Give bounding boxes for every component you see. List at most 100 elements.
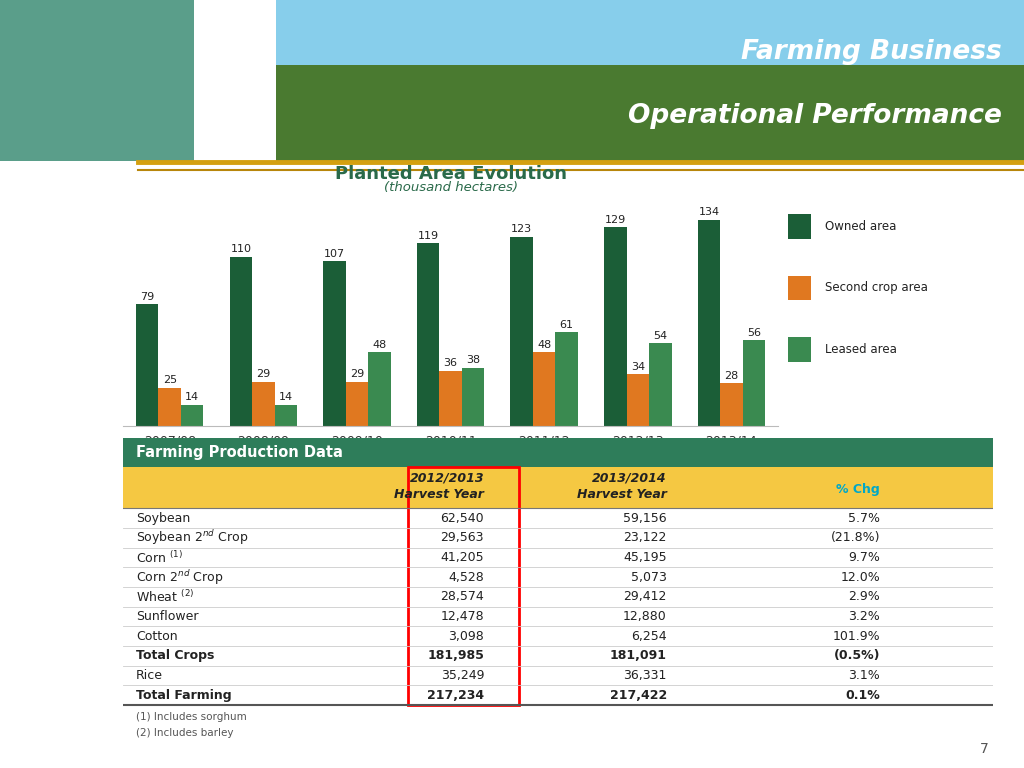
Text: 217,234: 217,234 [427,689,484,702]
Text: 59,156: 59,156 [624,511,667,525]
Text: 14: 14 [279,392,293,402]
Text: 7: 7 [979,742,988,756]
Text: 79: 79 [140,292,155,302]
Text: 29,563: 29,563 [440,531,484,545]
Text: 45,195: 45,195 [624,551,667,564]
Bar [532,353,555,426]
Bar [788,214,811,239]
Text: (2) Includes barley: (2) Includes barley [136,727,233,738]
Bar [274,405,297,426]
Text: 5.7%: 5.7% [848,511,880,525]
Text: 12.0%: 12.0% [841,571,880,584]
Text: Wheat $^{(2)}$: Wheat $^{(2)}$ [136,589,195,605]
Text: 2.9%: 2.9% [848,591,880,604]
Text: 29,412: 29,412 [624,591,667,604]
Text: 3.1%: 3.1% [848,669,880,682]
Text: 110: 110 [230,244,251,254]
Text: 181,985: 181,985 [427,650,484,662]
Text: 107: 107 [324,249,345,259]
Text: 29: 29 [256,369,270,379]
Text: 35,249: 35,249 [440,669,484,682]
Text: 61: 61 [560,320,573,330]
Text: 14: 14 [185,392,200,402]
Text: 29: 29 [350,369,365,379]
Text: Second crop area: Second crop area [824,282,928,294]
Bar [159,388,181,426]
Text: 181,091: 181,091 [610,650,667,662]
Text: Farming Production Data: Farming Production Data [136,445,343,460]
Bar [627,374,649,426]
Text: (thousand hectares): (thousand hectares) [384,180,517,194]
Text: 28: 28 [724,371,738,381]
Bar [123,467,993,508]
Bar [742,340,765,426]
Bar [123,438,993,467]
Text: 36,331: 36,331 [624,669,667,682]
Text: % Chg: % Chg [837,484,880,496]
Text: 48: 48 [373,340,386,350]
Text: adecoagro: adecoagro [41,124,140,142]
Text: 119: 119 [418,230,438,240]
Text: 28,574: 28,574 [440,591,484,604]
Text: Cotton: Cotton [136,630,177,643]
Text: 101.9%: 101.9% [833,630,880,643]
Text: Sunflower: Sunflower [136,610,199,623]
Bar [788,337,811,362]
Text: 34: 34 [631,362,645,372]
Bar [697,220,720,426]
Text: 4,528: 4,528 [449,571,484,584]
Bar [136,304,159,426]
Text: 5,073: 5,073 [631,571,667,584]
Bar [417,243,439,426]
Text: 3.2%: 3.2% [848,610,880,623]
Text: Corn 2$^{nd}$ Crop: Corn 2$^{nd}$ Crop [136,568,223,587]
Bar [276,65,1024,161]
Bar [462,368,484,426]
Text: Owned area: Owned area [824,220,896,233]
Text: 36: 36 [443,359,458,369]
Text: Harvest Year: Harvest Year [394,488,484,502]
Text: 134: 134 [698,207,720,217]
Text: Corn $^{(1)}$: Corn $^{(1)}$ [136,550,183,565]
Text: Rice: Rice [136,669,163,682]
Text: (1) Includes sorghum: (1) Includes sorghum [136,712,247,723]
Text: 56: 56 [746,328,761,338]
Text: Leased area: Leased area [824,343,896,356]
Bar [511,237,532,426]
Text: 129: 129 [605,215,626,225]
Text: Operational Performance: Operational Performance [628,103,1001,129]
Text: 6,254: 6,254 [631,630,667,643]
Bar [324,261,346,426]
Text: 23,122: 23,122 [624,531,667,545]
Bar [788,276,811,300]
Text: 25: 25 [163,376,177,386]
Bar [604,227,627,426]
Text: 9.7%: 9.7% [848,551,880,564]
Text: 2012/2013: 2012/2013 [410,472,484,485]
Bar [346,382,369,426]
Bar [0,0,194,161]
Bar [409,467,519,705]
Text: 62,540: 62,540 [440,511,484,525]
Text: Total Farming: Total Farming [136,689,231,702]
Text: 12,880: 12,880 [624,610,667,623]
Bar [555,333,578,426]
Text: 123: 123 [511,224,532,234]
Bar [439,371,462,426]
Text: 3,098: 3,098 [449,630,484,643]
Text: 38: 38 [466,356,480,366]
Text: Soybean: Soybean [136,511,190,525]
Text: 48: 48 [537,340,551,350]
Text: Harvest Year: Harvest Year [577,488,667,502]
Text: (0.5%): (0.5%) [834,650,880,662]
Text: Farming Business: Farming Business [740,38,1001,65]
Bar [649,343,672,426]
Bar [276,0,1024,73]
Text: 2013/2014: 2013/2014 [592,472,667,485]
Bar [252,382,274,426]
Bar [229,257,252,426]
Text: Planted Area Evolution: Planted Area Evolution [335,165,566,183]
Text: 0.1%: 0.1% [846,689,880,702]
Text: 54: 54 [653,331,668,341]
Text: 12,478: 12,478 [440,610,484,623]
